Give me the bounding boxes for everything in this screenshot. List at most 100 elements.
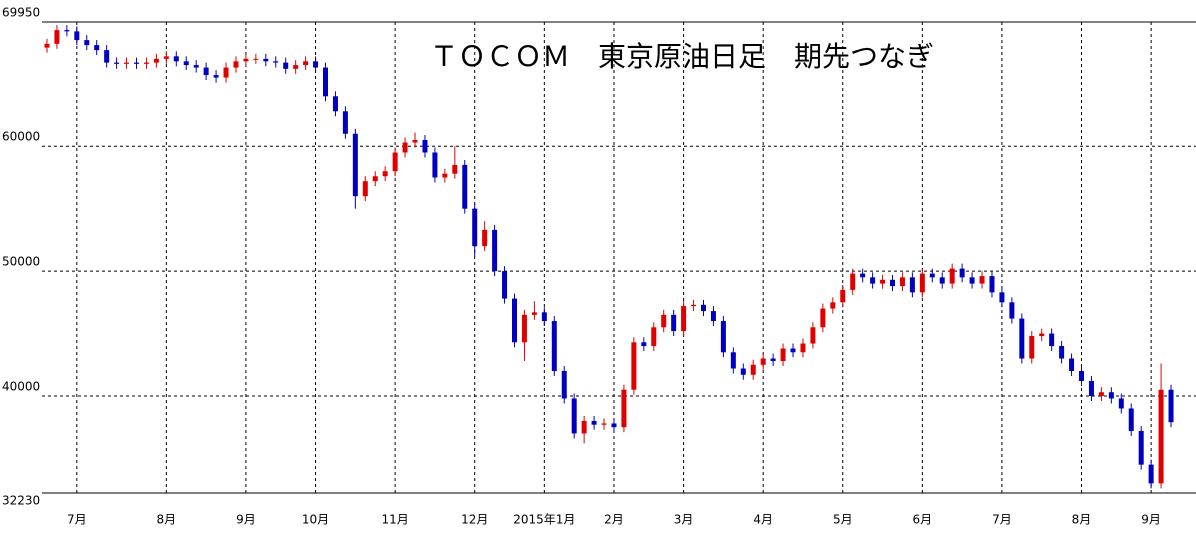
candle-body <box>1098 392 1104 396</box>
candle-body <box>939 277 945 284</box>
candle-body <box>880 279 886 284</box>
candle-body <box>313 61 319 68</box>
x-tick-label: 7月 <box>67 513 87 527</box>
x-tick-label: 9月 <box>1141 513 1161 527</box>
candle-body <box>1108 392 1114 399</box>
candle-body <box>163 56 169 59</box>
candle-body <box>710 311 716 322</box>
candle-body <box>382 171 388 177</box>
candle-body <box>402 142 408 153</box>
candle-body <box>462 164 468 209</box>
candle-body <box>959 268 965 278</box>
candle-body <box>1049 333 1055 347</box>
candle-body <box>153 58 159 63</box>
candle-body <box>44 43 50 48</box>
candle-body <box>432 152 438 178</box>
candle-body <box>531 312 537 315</box>
candle-body <box>661 314 667 328</box>
candle-body <box>551 321 557 372</box>
candle-body <box>1128 408 1134 431</box>
candle-body <box>173 56 179 62</box>
candle-body <box>750 364 756 375</box>
candle-body <box>323 67 328 97</box>
candle-body <box>94 45 100 51</box>
candle-body <box>332 96 338 112</box>
candle-body <box>203 67 209 76</box>
candle-body <box>412 139 418 143</box>
candle-body <box>899 277 905 287</box>
candle-body <box>243 58 249 62</box>
candle-body <box>870 277 876 284</box>
candle-body <box>283 62 289 69</box>
candle-body <box>422 139 428 153</box>
candle-body <box>372 176 378 182</box>
candle-body <box>233 61 239 68</box>
candle-body <box>800 343 806 353</box>
candle-body <box>999 292 1005 303</box>
candle-body <box>392 152 398 172</box>
candle-body <box>303 61 309 66</box>
y-tick-label: 60000 <box>2 130 40 144</box>
candle-body <box>601 423 607 425</box>
candle-body <box>571 398 577 434</box>
candle-body <box>621 389 627 428</box>
y-tick-label: 69950 <box>2 6 40 20</box>
candle-body <box>890 279 895 287</box>
x-tick-label: 6月 <box>913 513 933 527</box>
candle-body <box>979 276 985 284</box>
candle-body <box>442 173 448 178</box>
x-tick-label: 2015年1月 <box>513 513 575 527</box>
candle-body <box>989 276 995 293</box>
candle-body <box>1009 302 1015 319</box>
candle-body <box>730 352 736 369</box>
x-tick-label: 7月 <box>992 513 1012 527</box>
y-tick-label: 40000 <box>2 379 40 393</box>
candle-body <box>1088 380 1094 396</box>
candle-body <box>919 273 925 293</box>
candle-body <box>701 304 706 312</box>
candle-body <box>840 289 846 303</box>
candle-body <box>104 50 110 63</box>
candle-body <box>1079 371 1084 381</box>
candle-body <box>1019 318 1025 359</box>
candle-body <box>54 30 60 44</box>
candle-body <box>74 31 80 41</box>
candle-body <box>1059 346 1065 359</box>
x-tick-label: 9月 <box>236 513 256 527</box>
candle-body <box>114 62 120 64</box>
candle-body <box>213 75 219 78</box>
candle-body <box>631 342 637 390</box>
candle-body <box>223 67 229 78</box>
candle-body <box>611 423 617 428</box>
candle-body <box>512 298 517 343</box>
x-tick-label: 11月 <box>381 513 408 527</box>
x-tick-label: 12月 <box>461 513 488 527</box>
x-tick-label: 10月 <box>302 513 329 527</box>
candle-body <box>143 62 149 64</box>
candle-body <box>651 327 657 347</box>
x-tick-label: 5月 <box>833 513 853 527</box>
candle-body <box>64 30 70 32</box>
candle-body <box>482 229 488 247</box>
candle-body <box>591 420 597 425</box>
candle-body <box>253 58 259 60</box>
x-tick-label: 8月 <box>1072 513 1092 527</box>
x-tick-label: 3月 <box>674 513 694 527</box>
candle-body <box>1138 430 1144 465</box>
candle-body <box>183 61 189 66</box>
candle-body <box>541 312 547 322</box>
candle-body <box>84 40 90 46</box>
candle-body <box>949 268 955 284</box>
candle-body <box>1148 464 1154 484</box>
candle-body <box>929 273 935 278</box>
candle-body <box>273 61 279 63</box>
candle-body <box>124 62 130 64</box>
x-tick-label: 4月 <box>753 513 773 527</box>
candle-body <box>521 314 527 343</box>
candle-body <box>770 358 776 362</box>
candle-body <box>780 348 786 362</box>
candle-body <box>561 371 567 399</box>
candle-body <box>1158 389 1164 484</box>
candle-body <box>492 229 498 272</box>
